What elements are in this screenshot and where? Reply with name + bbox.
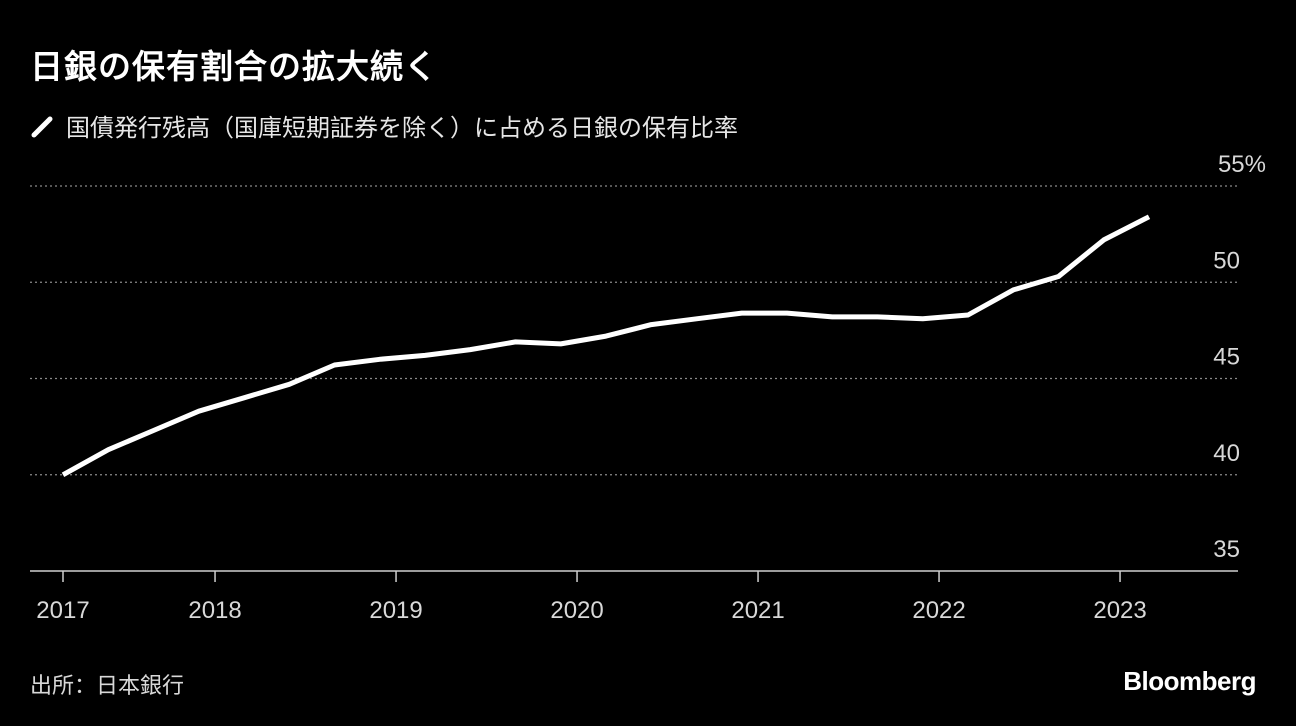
chart-title: 日銀の保有割合の拡大続く [30,47,438,86]
source-note: 出所：日本銀行 [30,674,185,699]
pencil-line-legend-icon [31,116,53,137]
x-tick-label: 2022 [912,597,965,624]
x-tick-label: 2021 [731,597,784,624]
legend: 国債発行残高（国庫短期証券を除く）に占める日銀の保有比率 [30,108,738,143]
y-tick-label: 40 [1213,440,1240,467]
x-tick-label: 2020 [550,597,603,624]
y-tick-label: 55% [1218,151,1266,178]
x-tick-label: 2017 [36,597,89,624]
series-line [61,214,1151,477]
y-tick-label: 50 [1213,247,1240,274]
legend-label: 国債発行残高（国庫短期証券を除く）に占める日銀の保有比率 [66,114,738,142]
y-tick-label: 35 [1213,536,1240,563]
x-tick-label: 2023 [1093,597,1146,624]
bloomberg-logo: Bloomberg [1123,666,1256,696]
y-tick-label: 45 [1213,344,1240,371]
x-tick-label: 2018 [188,597,241,624]
x-tick-label: 2019 [369,597,422,624]
